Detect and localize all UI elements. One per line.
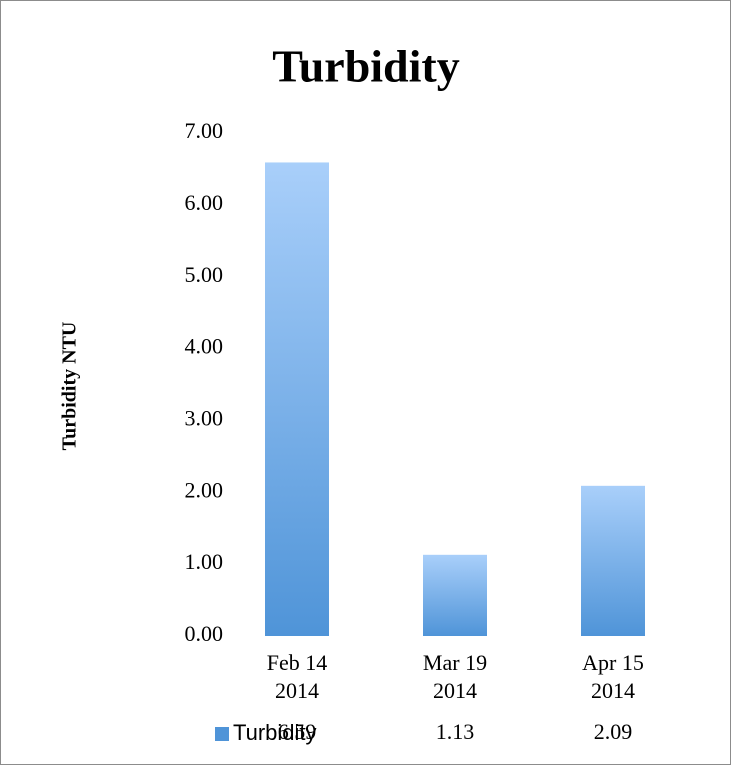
x-tick-label: Feb 14 2014 (266, 650, 328, 703)
y-axis-label: Turbidity NTU (59, 322, 81, 451)
data-table-value: 2.09 (594, 719, 633, 744)
legend-label: Turbidity (233, 720, 317, 745)
y-tick-label: 1.00 (185, 549, 224, 574)
y-tick-label: 0.00 (185, 621, 224, 646)
bar (265, 162, 329, 636)
y-tick-label: 4.00 (185, 334, 224, 359)
bar (581, 485, 645, 636)
y-tick-label: 5.00 (185, 262, 224, 287)
data-table-value: 1.13 (436, 719, 475, 744)
data-table-value: 6.59 (278, 719, 317, 744)
legend-swatch (215, 727, 229, 741)
x-tick-label: Mar 19 2014 (422, 650, 488, 703)
chart-title: Turbidity (272, 41, 460, 92)
y-tick-label: 7.00 (185, 118, 224, 143)
bar (423, 554, 487, 636)
y-tick-label: 2.00 (185, 477, 224, 502)
y-tick-label: 6.00 (185, 190, 224, 215)
y-tick-label: 3.00 (185, 405, 224, 430)
x-tick-label: Apr 15 2014 (582, 650, 644, 703)
